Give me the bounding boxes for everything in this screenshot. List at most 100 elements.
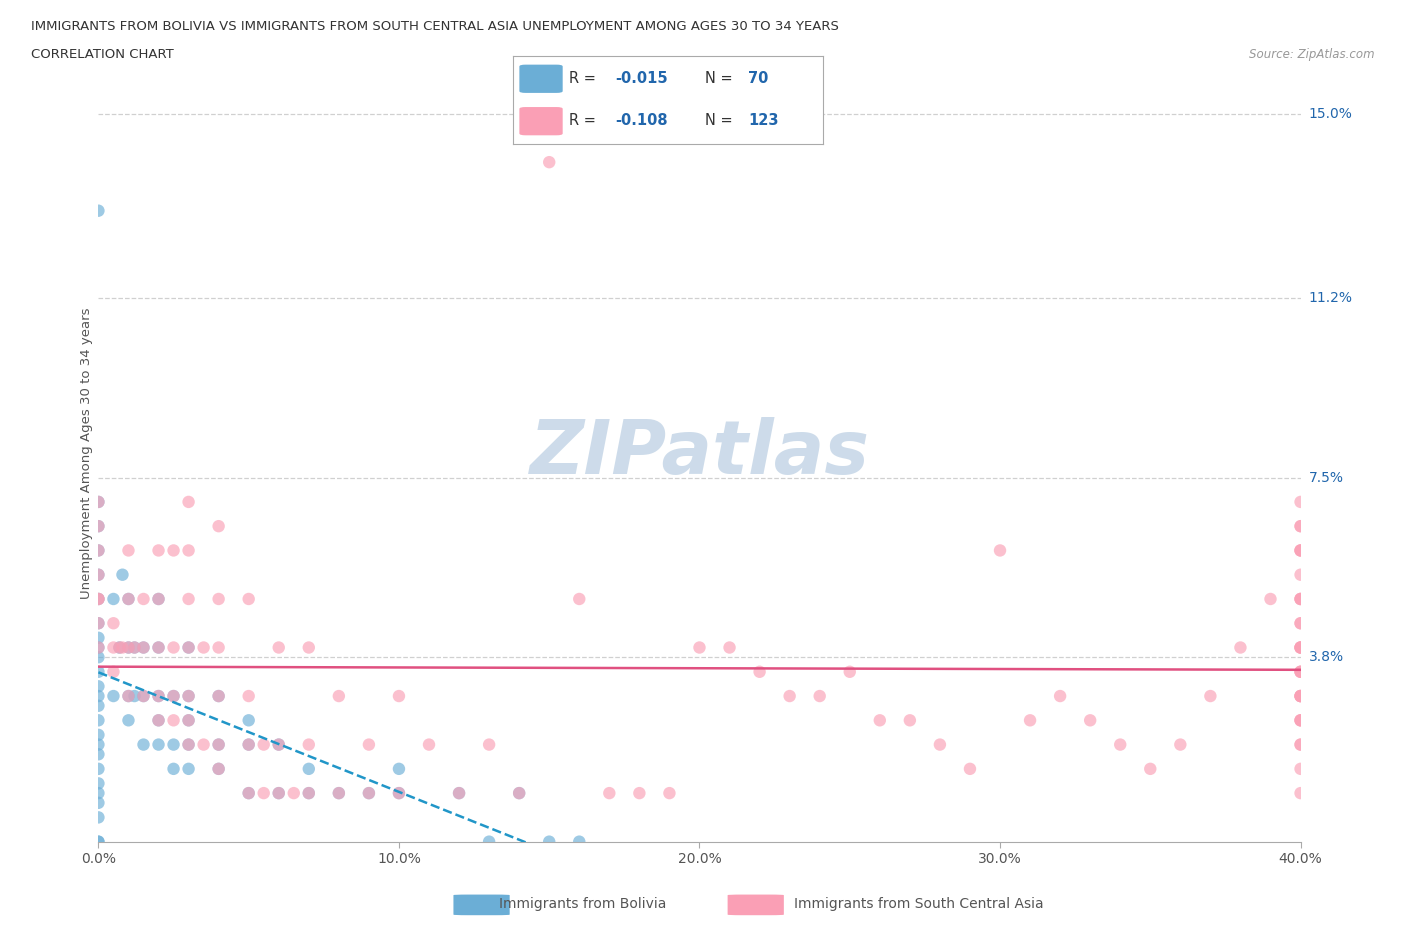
Point <box>779 688 801 703</box>
Point <box>298 786 321 801</box>
Point <box>103 591 125 606</box>
Point <box>87 204 110 219</box>
Text: N =: N = <box>704 71 737 86</box>
Point <box>1289 713 1312 728</box>
Point <box>1289 664 1312 679</box>
Point <box>298 762 321 777</box>
Point <box>87 640 110 655</box>
Point <box>1289 543 1312 558</box>
Point <box>1289 713 1312 728</box>
Point <box>267 786 290 801</box>
Point <box>388 762 411 777</box>
Point <box>1289 688 1312 703</box>
FancyBboxPatch shape <box>519 65 562 93</box>
Point <box>238 786 260 801</box>
Point <box>1289 616 1312 631</box>
Point <box>87 495 110 510</box>
Text: R =: R = <box>569 113 600 128</box>
Point <box>208 688 231 703</box>
Text: 70: 70 <box>748 71 769 86</box>
Point <box>111 567 134 582</box>
Point <box>117 591 139 606</box>
FancyBboxPatch shape <box>519 107 562 136</box>
Point <box>108 640 131 655</box>
Point <box>1289 591 1312 606</box>
Point <box>103 688 125 703</box>
Point <box>1289 519 1312 534</box>
Point <box>148 737 170 752</box>
Point <box>177 688 200 703</box>
Point <box>1289 737 1312 752</box>
Point <box>111 640 134 655</box>
Point <box>267 786 290 801</box>
Text: -0.015: -0.015 <box>616 71 668 86</box>
Point <box>177 688 200 703</box>
Point <box>103 640 125 655</box>
Point <box>1289 664 1312 679</box>
Point <box>132 591 155 606</box>
Point <box>1260 591 1282 606</box>
Point <box>117 543 139 558</box>
Text: -0.108: -0.108 <box>616 113 668 128</box>
Point <box>87 495 110 510</box>
Point <box>298 640 321 655</box>
Point <box>103 616 125 631</box>
Point <box>132 737 155 752</box>
Point <box>388 688 411 703</box>
Point <box>1289 786 1312 801</box>
Point <box>208 591 231 606</box>
Point <box>1289 567 1312 582</box>
Point <box>267 737 290 752</box>
Point <box>238 688 260 703</box>
Point <box>87 810 110 825</box>
Point <box>1170 737 1192 752</box>
Point <box>132 688 155 703</box>
Point <box>87 543 110 558</box>
Point <box>148 713 170 728</box>
Point <box>87 679 110 694</box>
Point <box>103 664 125 679</box>
Point <box>117 640 139 655</box>
Text: 11.2%: 11.2% <box>1309 291 1353 305</box>
Point <box>148 640 170 655</box>
Point <box>328 786 350 801</box>
Point <box>87 519 110 534</box>
Point <box>1229 640 1251 655</box>
Point <box>162 713 184 728</box>
Point <box>193 640 215 655</box>
Point <box>87 567 110 582</box>
Point <box>238 713 260 728</box>
Point <box>87 698 110 713</box>
Point <box>87 591 110 606</box>
Text: N =: N = <box>704 113 737 128</box>
Point <box>1289 543 1312 558</box>
Point <box>208 640 231 655</box>
Point <box>208 688 231 703</box>
Point <box>1289 591 1312 606</box>
Point <box>87 776 110 790</box>
Point <box>162 762 184 777</box>
Point <box>87 834 110 849</box>
Text: Immigrants from South Central Asia: Immigrants from South Central Asia <box>794 897 1045 911</box>
Point <box>238 786 260 801</box>
Point <box>148 688 170 703</box>
Point <box>1289 713 1312 728</box>
Point <box>658 786 681 801</box>
Point <box>418 737 440 752</box>
Point <box>1289 591 1312 606</box>
Point <box>87 650 110 665</box>
Point <box>87 591 110 606</box>
Point <box>988 543 1011 558</box>
Point <box>117 713 139 728</box>
Point <box>238 591 260 606</box>
Point <box>478 834 501 849</box>
Point <box>538 154 561 169</box>
Point <box>132 640 155 655</box>
Point <box>87 727 110 742</box>
Point <box>357 786 380 801</box>
Text: R =: R = <box>569 71 600 86</box>
Point <box>87 519 110 534</box>
Point <box>108 640 131 655</box>
Point <box>929 737 952 752</box>
Point <box>328 786 350 801</box>
